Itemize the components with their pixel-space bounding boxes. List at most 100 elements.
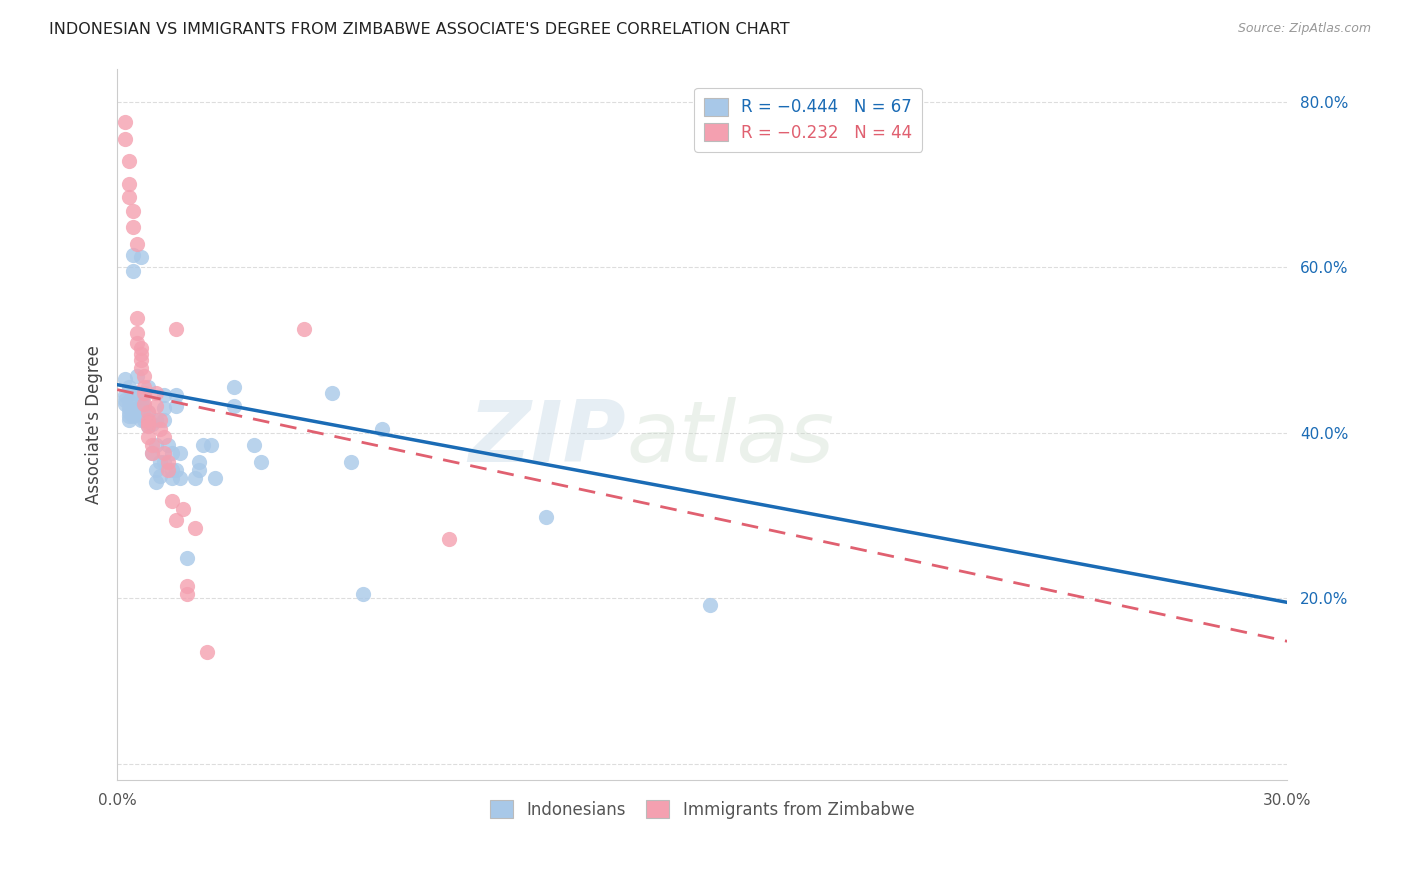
Point xyxy=(699,598,721,612)
Point xyxy=(153,413,176,427)
Point xyxy=(153,430,176,444)
Point xyxy=(129,341,152,355)
Point xyxy=(125,369,148,384)
Point xyxy=(125,237,148,252)
Point xyxy=(340,455,363,469)
Point xyxy=(169,446,191,460)
Point xyxy=(224,399,246,413)
Point xyxy=(129,413,152,427)
Point xyxy=(160,493,183,508)
Point xyxy=(173,501,195,516)
Point xyxy=(138,416,160,430)
Point xyxy=(156,463,179,477)
Point xyxy=(129,397,152,411)
Point xyxy=(118,405,141,419)
Point xyxy=(138,405,160,419)
Point xyxy=(129,352,152,367)
Point xyxy=(121,220,143,235)
Point xyxy=(169,471,191,485)
Point xyxy=(352,587,374,601)
Point xyxy=(188,455,211,469)
Point xyxy=(165,322,187,336)
Point xyxy=(118,401,141,415)
Point xyxy=(371,421,394,435)
Point xyxy=(114,372,136,386)
Point xyxy=(118,154,141,169)
Point xyxy=(134,380,156,394)
Text: Source: ZipAtlas.com: Source: ZipAtlas.com xyxy=(1237,22,1371,36)
Point xyxy=(129,361,152,376)
Point xyxy=(165,399,187,413)
Point xyxy=(129,402,152,417)
Point xyxy=(321,386,343,401)
Text: atlas: atlas xyxy=(626,397,834,480)
Point xyxy=(138,405,160,419)
Point xyxy=(118,190,141,204)
Point xyxy=(149,455,172,469)
Point xyxy=(114,115,136,129)
Point xyxy=(118,380,141,394)
Point xyxy=(165,388,187,402)
Point xyxy=(195,645,218,659)
Point xyxy=(118,178,141,192)
Point xyxy=(160,463,183,477)
Point xyxy=(145,475,167,490)
Point xyxy=(292,322,315,336)
Point xyxy=(534,510,557,524)
Point xyxy=(149,468,172,483)
Point xyxy=(224,380,246,394)
Point xyxy=(114,132,136,146)
Point xyxy=(129,401,152,415)
Point xyxy=(121,386,143,401)
Point xyxy=(153,446,176,460)
Point xyxy=(176,579,198,593)
Point xyxy=(134,397,156,411)
Point xyxy=(200,438,222,452)
Point xyxy=(125,311,148,326)
Point xyxy=(125,386,148,401)
Point xyxy=(129,347,152,361)
Point xyxy=(121,264,143,278)
Point xyxy=(149,421,172,435)
Point xyxy=(160,446,183,460)
Point xyxy=(125,326,148,341)
Legend: Indonesians, Immigrants from Zimbabwe: Indonesians, Immigrants from Zimbabwe xyxy=(484,793,921,825)
Point xyxy=(125,336,148,351)
Point xyxy=(138,430,160,444)
Point xyxy=(114,392,136,407)
Point xyxy=(138,413,160,427)
Point xyxy=(134,413,156,427)
Point xyxy=(250,455,273,469)
Point xyxy=(114,397,136,411)
Point xyxy=(134,386,156,401)
Point xyxy=(129,250,152,264)
Point xyxy=(138,419,160,434)
Point xyxy=(165,463,187,477)
Point xyxy=(176,551,198,566)
Point xyxy=(437,532,460,546)
Y-axis label: Associate's Degree: Associate's Degree xyxy=(86,345,103,504)
Point xyxy=(149,413,172,427)
Point xyxy=(134,369,156,384)
Point xyxy=(118,413,141,427)
Point xyxy=(145,438,167,452)
Point xyxy=(134,409,156,424)
Point xyxy=(176,587,198,601)
Point xyxy=(145,386,167,401)
Point xyxy=(156,438,179,452)
Point xyxy=(121,248,143,262)
Point xyxy=(138,419,160,434)
Point xyxy=(153,401,176,415)
Point xyxy=(204,471,226,485)
Point xyxy=(118,409,141,424)
Point xyxy=(118,394,141,409)
Text: INDONESIAN VS IMMIGRANTS FROM ZIMBABWE ASSOCIATE'S DEGREE CORRELATION CHART: INDONESIAN VS IMMIGRANTS FROM ZIMBABWE A… xyxy=(49,22,790,37)
Point xyxy=(141,446,163,460)
Point xyxy=(141,446,163,460)
Point xyxy=(134,399,156,413)
Point xyxy=(160,471,183,485)
Point xyxy=(184,521,207,535)
Point xyxy=(184,471,207,485)
Point xyxy=(121,397,143,411)
Point xyxy=(114,388,136,402)
